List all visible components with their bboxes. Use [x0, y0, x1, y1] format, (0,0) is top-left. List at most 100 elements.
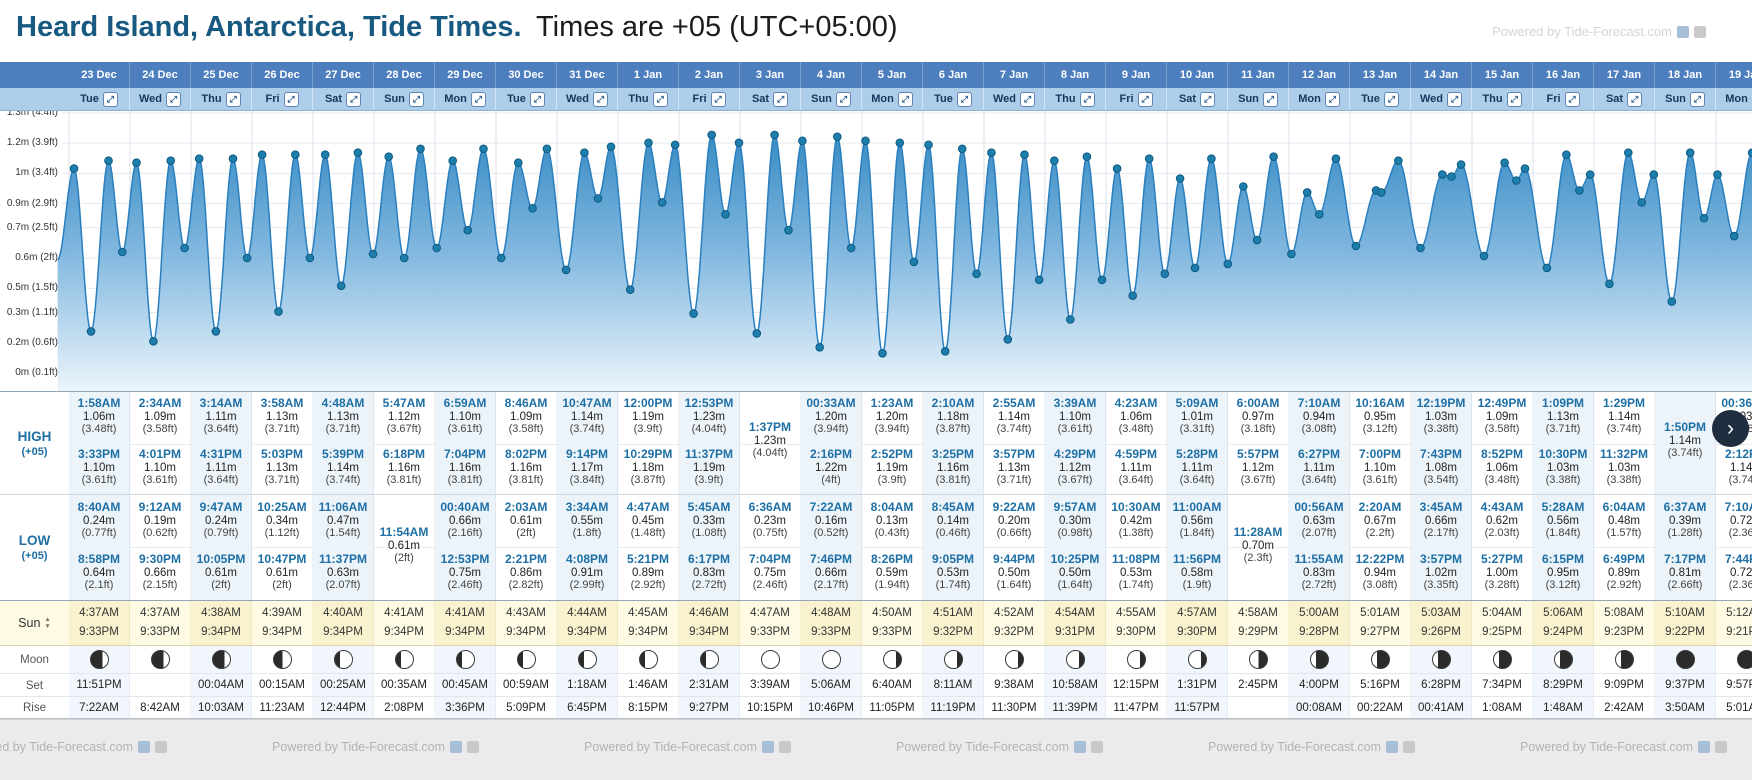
- expand-day-icon[interactable]: ⤢: [956, 91, 972, 107]
- expand-day-icon[interactable]: ⤢: [773, 91, 789, 107]
- tide-extremum-dot: [644, 138, 653, 148]
- moonrise-time: 11:39PM: [1045, 697, 1106, 718]
- tide-height-m: 0.89m: [1608, 567, 1640, 579]
- tide-extremum-dot: [1190, 263, 1200, 273]
- tide-extremum-dot: [1456, 160, 1466, 169]
- expand-day-icon[interactable]: ⤢: [1447, 91, 1463, 107]
- expand-day-icon[interactable]: ⤢: [1020, 91, 1036, 107]
- expand-day-icon[interactable]: ⤢: [1324, 91, 1340, 107]
- expand-day-icon[interactable]: ⤢: [1079, 91, 1095, 107]
- expand-day-icon[interactable]: ⤢: [1200, 91, 1216, 107]
- tide-event: 12:49PM 1.09m (3.58ft): [1472, 396, 1532, 435]
- tide-event: 11:28AM 0.70m (2.3ft): [1228, 525, 1288, 564]
- expand-day-icon[interactable]: ⤢: [1383, 91, 1399, 107]
- tide-height-m: 0.61m: [266, 567, 298, 579]
- low-tide-time: 11:08PM: [1111, 552, 1161, 566]
- tide-height-m: 0.50m: [998, 567, 1030, 579]
- tide-height-ft: (3.12ft): [1545, 579, 1581, 591]
- tide-height-m: 0.53m: [1120, 567, 1152, 579]
- sun-times-cell: 5:00AM 9:28PM: [1289, 601, 1350, 645]
- weekday-cell: Sun ⤢: [1655, 88, 1716, 110]
- tide-height-m: 1.03m: [1547, 462, 1579, 474]
- moon-phase-icon: [1431, 650, 1451, 669]
- tide-height-ft: (3.61ft): [81, 474, 117, 486]
- expand-day-icon[interactable]: ⤢: [1506, 91, 1522, 107]
- low-tide-time: 4:08PM: [565, 552, 609, 566]
- expand-day-icon[interactable]: ⤢: [283, 91, 299, 107]
- sunset-time: 9:22PM: [1665, 626, 1705, 638]
- moonset-time: 00:15AM: [252, 674, 313, 696]
- expand-day-icon[interactable]: ⤢: [593, 91, 609, 107]
- tide-height-m: 1.10m: [83, 462, 115, 474]
- expand-day-icon[interactable]: ⤢: [225, 91, 241, 107]
- sun-times-cell: 4:44AM 9:34PM: [557, 601, 618, 645]
- weekday-cell: Thu ⤢: [1045, 88, 1106, 110]
- low-tide-time: 3:45AM: [1419, 500, 1463, 514]
- high-tide-cell: 2:10AM 1.18m (3.87ft) 3:25PM 1.16m (3.81ft): [923, 392, 984, 494]
- expand-day-icon[interactable]: ⤢: [346, 91, 362, 107]
- tide-height-ft: (2.72ft): [1301, 579, 1337, 591]
- expand-day-icon[interactable]: ⤢: [1137, 91, 1153, 107]
- tide-height-ft: (1.74ft): [935, 579, 971, 591]
- tide-event: 9:22AM 0.20m (0.66ft): [984, 500, 1044, 539]
- high-tide-time: 6:27PM: [1297, 447, 1341, 461]
- sunrise-time: 4:39AM: [262, 607, 302, 619]
- expand-day-icon[interactable]: ⤢: [897, 91, 913, 107]
- tide-height-m: 0.72m: [1730, 515, 1752, 527]
- sunrise-time: 4:47AM: [750, 607, 790, 619]
- watermark-icon: [155, 741, 167, 753]
- tide-event: 00:56AM 0.63m (2.07ft): [1289, 500, 1349, 539]
- sun-times-cell: 5:08AM 9:23PM: [1594, 601, 1655, 645]
- high-tide-time: 6:00AM: [1236, 396, 1280, 410]
- tide-height-ft: (3.38ft): [1606, 474, 1642, 486]
- tide-extremum-dot: [1575, 186, 1584, 195]
- expand-day-icon[interactable]: ⤢: [166, 91, 182, 107]
- expand-day-icon[interactable]: ⤢: [408, 91, 424, 107]
- sunset-time: 9:30PM: [1116, 626, 1156, 638]
- sunrise-time: 5:03AM: [1421, 607, 1461, 619]
- low-tide-row-label: LOW (+05): [0, 495, 69, 600]
- tide-height-m: 0.61m: [388, 540, 420, 552]
- low-tide-time: 9:30PM: [138, 552, 182, 566]
- weekday-cell: Tue ⤢: [923, 88, 984, 110]
- tide-height-ft: (2.72ft): [691, 579, 727, 591]
- tide-event: 5:57PM 1.12m (3.67ft): [1228, 447, 1288, 486]
- tide-height-ft: (3.74ft): [325, 474, 361, 486]
- expand-day-icon[interactable]: ⤢: [1564, 91, 1580, 107]
- tide-height-m: 1.09m: [144, 411, 176, 423]
- tide-height-m: 1.06m: [1120, 411, 1152, 423]
- expand-day-icon[interactable]: ⤢: [835, 91, 851, 107]
- sunrise-time: 4:55AM: [1116, 607, 1156, 619]
- expand-day-icon[interactable]: ⤢: [470, 91, 486, 107]
- expand-day-icon[interactable]: ⤢: [1627, 91, 1643, 107]
- tide-event: 10:30AM 0.42m (1.38ft): [1106, 500, 1166, 539]
- scroll-next-button[interactable]: ›: [1712, 410, 1749, 447]
- moon-cell: [313, 646, 374, 673]
- expand-day-icon[interactable]: ⤢: [529, 91, 545, 107]
- high-tide-cell: 4:48AM 1.13m (3.71ft) 5:39PM 1.14m (3.74ft): [313, 392, 374, 494]
- expand-day-icon[interactable]: ⤢: [652, 91, 668, 107]
- sun-times-cell: 4:50AM 9:33PM: [862, 601, 923, 645]
- page-footer: Powered by Tide-Forecast.com Powered by T…: [0, 719, 1752, 780]
- weekday-label: Sat: [1605, 93, 1624, 105]
- sunrise-time: 4:44AM: [567, 607, 607, 619]
- high-tide-time: 11:32PM: [1599, 447, 1649, 461]
- moonrise-time: 6:45PM: [557, 697, 618, 718]
- tide-event: 7:22AM 0.16m (0.52ft): [801, 500, 861, 539]
- low-tide-time: 11:28AM: [1233, 525, 1283, 539]
- sun-times-cell: 4:51AM 9:32PM: [923, 601, 984, 645]
- tide-extremum-dot: [118, 247, 127, 257]
- expand-day-icon[interactable]: ⤢: [102, 91, 118, 107]
- tide-height-m: 1.13m: [266, 411, 298, 423]
- tide-extremum-dot: [1128, 291, 1137, 300]
- moon-phase-icon: [1492, 650, 1512, 669]
- tide-height-ft: (3.61ft): [447, 423, 483, 435]
- tide-event: 9:57AM 0.30m (0.98ft): [1045, 500, 1105, 539]
- tide-event: 12:22PM 0.94m (3.08ft): [1350, 552, 1410, 591]
- expand-day-icon[interactable]: ⤢: [1262, 91, 1278, 107]
- moon-phase-icon: [333, 650, 353, 669]
- expand-day-icon[interactable]: ⤢: [710, 91, 726, 107]
- expand-day-icon[interactable]: ⤢: [1689, 91, 1705, 107]
- sunrise-time: 5:08AM: [1604, 607, 1644, 619]
- tide-height-m: 1.10m: [449, 411, 481, 423]
